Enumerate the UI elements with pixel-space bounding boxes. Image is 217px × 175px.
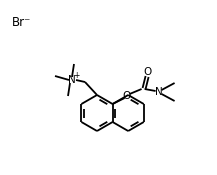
Text: O: O [143, 67, 152, 77]
Text: N: N [68, 75, 76, 85]
Text: N: N [155, 87, 163, 97]
Text: Br⁻: Br⁻ [12, 16, 31, 29]
Text: +: + [73, 71, 80, 79]
Text: O: O [122, 91, 131, 101]
